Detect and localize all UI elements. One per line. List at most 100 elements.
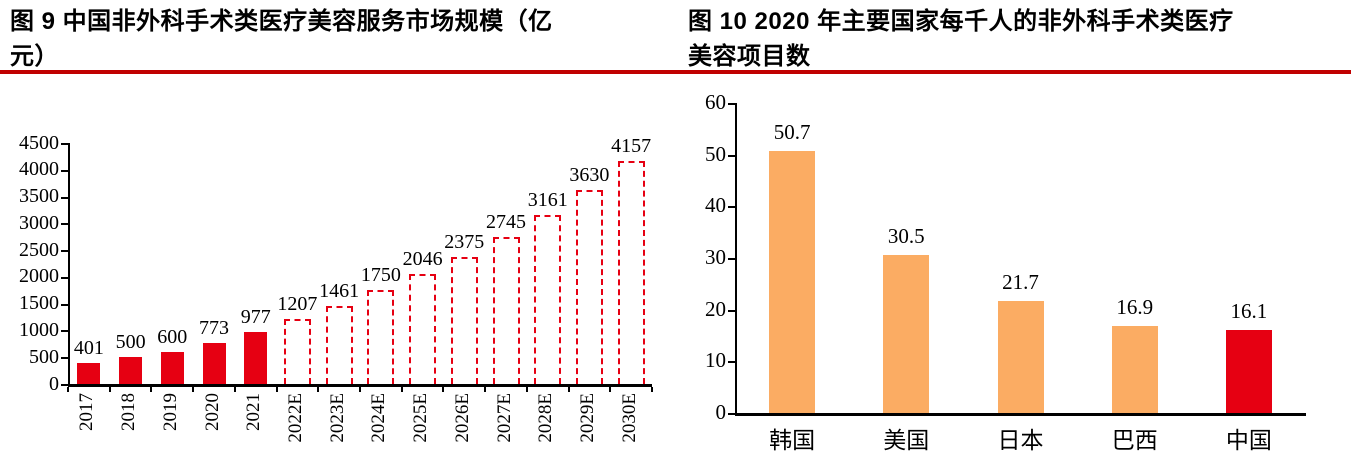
bar-美国 — [883, 255, 930, 413]
bar-value-label: 1750 — [360, 264, 401, 287]
y-axis-label: 10 — [705, 348, 726, 373]
bar-value-label: 50.7 — [773, 120, 811, 145]
x-axis-label: 2026E — [451, 393, 473, 443]
y-axis-label: 3500 — [19, 185, 59, 208]
bar-value-label: 1207 — [277, 293, 318, 316]
bar-2022E — [283, 319, 311, 384]
bar-2019 — [160, 351, 184, 384]
x-axis-tick — [609, 387, 612, 392]
x-axis-label: 中国 — [1225, 428, 1272, 453]
bar-2026E — [450, 256, 478, 384]
figure10-chart: 0 10 20 30 40 50 60 50.7 韩国 30.5 美国 21.7 日本 16.9 巴西 16.… — [690, 76, 1351, 465]
x-axis-label: 2019 — [159, 393, 181, 431]
x-axis-tick — [484, 387, 487, 392]
x-axis-tick — [651, 387, 653, 392]
bar-value-label: 30.5 — [887, 224, 925, 249]
y-axis-tick — [61, 143, 68, 145]
x-axis-tick — [233, 387, 236, 392]
x-axis-label: 巴西 — [1111, 428, 1158, 453]
y-axis-tick — [61, 330, 68, 333]
y-axis-tick — [61, 169, 68, 172]
x-axis-tick — [442, 387, 445, 392]
x-axis-tick — [192, 387, 195, 392]
y-axis-label: 30 — [705, 244, 726, 269]
bar-日本 — [997, 300, 1044, 413]
bar-中国 — [1225, 329, 1272, 413]
y-axis-line — [735, 103, 737, 413]
bar-value-label: 3630 — [569, 163, 610, 186]
figure9-title: 图 9 中国非外科手术类医疗美容服务市场规模（亿 元） — [10, 4, 665, 74]
y-axis-tick — [61, 196, 68, 199]
bar-2020 — [202, 342, 226, 384]
y-axis-label: 40 — [705, 193, 726, 218]
x-axis-line — [735, 413, 1306, 416]
bar-value-label: 500 — [115, 331, 146, 354]
bar-value-label: 21.7 — [1002, 269, 1039, 294]
x-axis-label: 美国 — [883, 428, 930, 453]
x-axis-tick — [317, 387, 320, 392]
y-axis-label: 20 — [705, 296, 726, 321]
bar-巴西 — [1111, 325, 1158, 413]
y-axis-tick — [728, 154, 735, 157]
figure10-title-line2: 美容项目数 — [688, 43, 811, 70]
bar-2018 — [119, 357, 143, 384]
y-axis-tick — [61, 276, 68, 279]
y-axis-tick — [728, 361, 735, 364]
bar-value-label: 1461 — [319, 279, 360, 302]
x-axis-label: 2020 — [201, 393, 223, 431]
bar-2027E — [492, 236, 520, 384]
x-axis-label: 2022E — [285, 393, 307, 443]
y-axis-tick — [61, 303, 68, 306]
y-axis-tick — [728, 206, 735, 209]
bar-value-label: 401 — [73, 336, 104, 359]
y-axis-label: 2000 — [19, 265, 59, 288]
y-axis-tick — [61, 250, 68, 253]
x-axis-tick — [400, 387, 403, 392]
bar-2024E — [367, 290, 395, 384]
bar-2029E — [575, 189, 603, 384]
x-axis-tick — [359, 387, 361, 392]
x-axis-tick — [67, 387, 69, 392]
x-axis-label: 韩国 — [769, 428, 816, 453]
x-axis-label: 2018 — [118, 393, 140, 431]
x-axis-label: 2017 — [76, 393, 98, 431]
y-axis-label: 1500 — [19, 292, 59, 315]
x-axis-tick — [275, 387, 278, 392]
figure9-title-line1: 图 9 中国非外科手术类医疗美容服务市场规模（亿 — [10, 8, 553, 35]
y-axis-tick — [61, 223, 68, 226]
bar-value-label: 4157 — [611, 135, 652, 158]
y-axis-tick — [61, 357, 68, 360]
x-axis-label: 2030E — [618, 393, 640, 443]
x-axis-label: 2027E — [493, 393, 515, 443]
y-axis-label: 4500 — [19, 131, 59, 154]
x-axis-label: 2024E — [368, 393, 390, 443]
y-axis-tick — [728, 103, 735, 105]
y-axis-tick — [61, 384, 68, 386]
red-divider-rule — [0, 70, 1351, 74]
bar-2025E — [409, 274, 437, 384]
bar-2021 — [244, 331, 268, 384]
x-axis-tick — [525, 387, 528, 392]
bar-value-label: 2375 — [444, 230, 485, 253]
bar-value-label: 977 — [240, 305, 271, 328]
x-axis-line — [68, 384, 652, 387]
x-axis-tick — [108, 387, 111, 392]
y-axis-tick — [728, 413, 735, 415]
y-axis-label: 60 — [705, 89, 726, 114]
figure10-title: 图 10 2020 年主要国家每千人的非外科手术类医疗 美容项目数 — [688, 4, 1348, 74]
x-axis-label: 2023E — [326, 393, 348, 443]
y-axis-tick — [728, 258, 735, 260]
bar-2028E — [534, 214, 562, 384]
bar-value-label: 3161 — [527, 188, 568, 211]
y-axis-tick — [728, 309, 735, 312]
bar-韩国 — [769, 151, 816, 413]
y-axis-label: 2500 — [19, 238, 59, 261]
x-axis-tick — [567, 387, 570, 392]
figure10-title-line1: 图 10 2020 年主要国家每千人的非外科手术类医疗 — [688, 8, 1234, 35]
bar-value-label: 16.1 — [1230, 298, 1268, 323]
bar-value-label: 16.9 — [1116, 294, 1154, 319]
y-axis-label: 0 — [715, 399, 727, 424]
y-axis-label: 500 — [29, 345, 59, 368]
bar-2023E — [325, 305, 353, 384]
bar-2017 — [77, 362, 101, 384]
